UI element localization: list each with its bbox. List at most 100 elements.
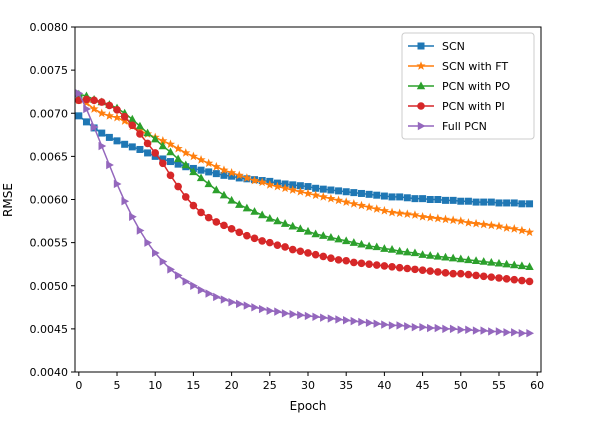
data-point-full-pcn [304, 311, 313, 321]
data-point-pcn-with-pi [128, 121, 137, 130]
data-point-pcn-with-pi [97, 98, 106, 106]
data-point-pcn-with-po [364, 241, 374, 250]
data-point-pcn-with-po [173, 154, 183, 163]
data-point-full-pcn [136, 226, 145, 235]
data-point-scn [518, 200, 526, 208]
data-point-scn [472, 198, 480, 206]
data-point-scn-with-ft [387, 207, 397, 217]
data-point-scn [434, 196, 442, 203]
data-point-scn [82, 118, 90, 126]
data-point-full-pcn [266, 306, 275, 315]
data-point-scn-with-ft [265, 180, 275, 189]
data-point-scn [128, 143, 136, 151]
data-point-pcn-with-pi [304, 249, 312, 257]
data-point-pcn-with-po [464, 255, 473, 264]
data-point-pcn-with-po [502, 259, 511, 268]
data-point-full-pcn [182, 277, 191, 286]
data-point-pcn-with-po [357, 239, 366, 248]
data-point-pcn-with-po [235, 200, 244, 208]
data-point-full-pcn [388, 321, 397, 330]
data-point-scn-with-ft [158, 136, 168, 145]
data-point-pcn-with-pi [464, 270, 473, 279]
data-point-full-pcn [152, 248, 160, 258]
data-point-scn-with-ft [494, 221, 504, 231]
data-point-scn-with-ft [181, 148, 191, 157]
data-point-scn-with-ft [311, 190, 321, 200]
data-point-scn-with-ft [486, 220, 496, 230]
data-point-pcn-with-po [212, 185, 221, 194]
data-point-scn-with-ft [379, 205, 389, 215]
data-point-full-pcn [442, 324, 451, 334]
data-point-pcn-with-pi [350, 258, 358, 267]
data-point-full-pcn [404, 322, 412, 331]
legend-item-scn-with-ft: SCN with FT [408, 60, 508, 73]
data-point-scn-with-ft [196, 155, 206, 164]
data-point-pcn-with-po [311, 229, 320, 238]
data-point-scn-with-ft [517, 225, 527, 235]
data-point-scn [319, 185, 327, 193]
data-point-scn-with-ft [188, 151, 198, 161]
data-point-scn [75, 112, 83, 120]
x-tick-label: 55 [492, 379, 506, 392]
data-point-scn-with-ft [173, 143, 183, 153]
data-point-pcn-with-pi [388, 262, 396, 271]
data-point-pcn-with-pi [472, 271, 480, 280]
data-point-scn [342, 188, 350, 196]
data-point-full-pcn [281, 309, 290, 318]
data-point-pcn-with-pi [105, 101, 114, 110]
data-point-scn-with-ft [280, 183, 290, 193]
data-point-pcn-with-po [257, 210, 267, 219]
data-point-scn [487, 198, 495, 206]
data-point-full-pcn [251, 303, 260, 312]
data-point-pcn-with-pi [441, 269, 450, 277]
data-point-pcn-with-pi [395, 263, 404, 272]
series-pcn-with-pi [75, 95, 534, 286]
data-point-scn [98, 129, 106, 137]
legend-marker-pcn-with-po [416, 81, 426, 90]
y-tick-label: 0.0040 [30, 366, 69, 379]
data-point-full-pcn [228, 297, 237, 307]
data-point-pcn-with-po [296, 224, 305, 233]
data-point-full-pcn [526, 328, 535, 338]
data-point-scn-with-ft [303, 188, 313, 198]
data-point-scn-with-ft [356, 200, 367, 210]
data-point-full-pcn [427, 323, 435, 333]
data-point-scn [289, 181, 297, 189]
data-point-scn-with-ft [418, 211, 428, 221]
data-point-scn-with-ft [219, 165, 229, 175]
data-point-scn-with-ft [242, 173, 252, 182]
x-tick-label: 35 [339, 379, 353, 392]
data-point-full-pcn [144, 238, 153, 247]
data-point-full-pcn [350, 316, 359, 326]
data-point-pcn-with-pi [342, 256, 350, 265]
data-point-full-pcn [190, 281, 198, 290]
data-point-pcn-with-pi [502, 275, 511, 283]
y-tick-label: 0.0050 [30, 280, 69, 293]
data-point-scn [403, 194, 411, 202]
data-point-full-pcn [381, 320, 389, 329]
data-point-scn-with-ft [318, 192, 328, 201]
data-point-scn [228, 172, 236, 180]
data-point-pcn-with-po [395, 246, 404, 255]
data-point-scn-with-ft [120, 116, 130, 125]
data-point-full-pcn [320, 313, 328, 322]
data-point-scn [327, 186, 335, 194]
data-point-full-pcn [174, 271, 183, 280]
data-point-scn [205, 168, 213, 176]
data-point-scn-with-ft [112, 112, 122, 122]
data-point-scn [220, 171, 228, 179]
data-point-pcn-with-po [517, 261, 527, 270]
data-point-scn-with-ft [326, 193, 336, 203]
data-point-scn-with-ft [165, 139, 176, 149]
x-tick-label: 5 [114, 379, 121, 392]
data-point-pcn-with-pi [113, 106, 121, 114]
data-point-pcn-with-po [265, 213, 275, 222]
data-point-scn [197, 166, 205, 174]
data-point-pcn-with-pi [327, 254, 335, 262]
data-point-pcn-with-pi [151, 149, 160, 157]
x-tick-label: 10 [148, 379, 162, 392]
x-axis: 0 5 10 15 20 25 30 35 40 45 50 55 60 [75, 372, 544, 392]
data-point-full-pcn [503, 328, 512, 337]
data-point-scn [503, 199, 511, 207]
data-point-scn [121, 140, 129, 148]
